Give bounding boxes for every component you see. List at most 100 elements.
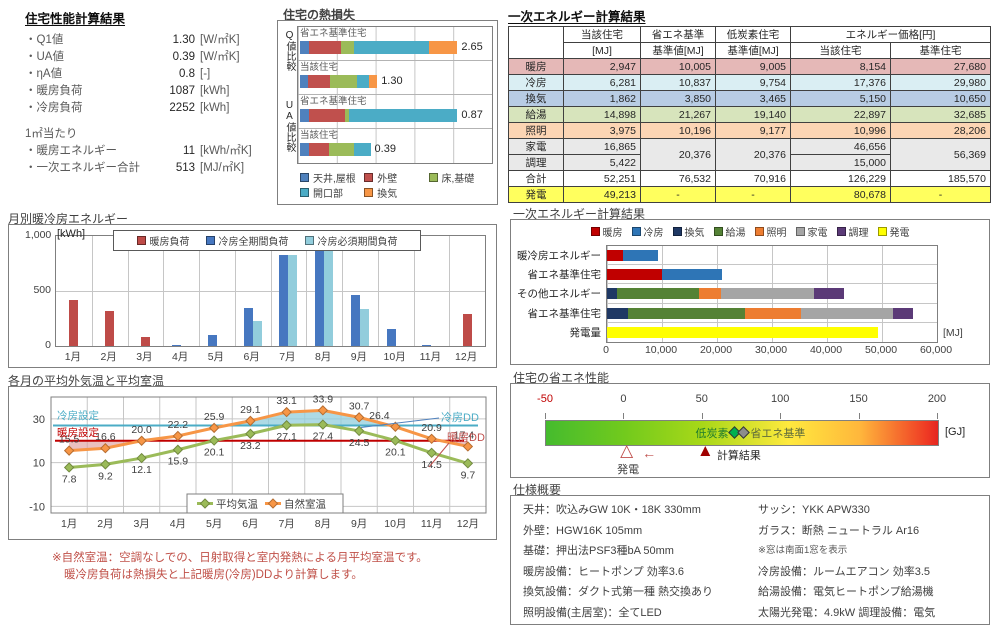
bar-segment bbox=[429, 40, 458, 54]
gridline-vertical bbox=[199, 236, 200, 346]
result-triangle-marker: ▲ bbox=[696, 441, 714, 460]
spec-title: 仕様概要 bbox=[513, 483, 562, 497]
primary-energy-chart: 暖房 冷房 換気 給湯 照明 家電 調理 発電 暖冷房エネルギー 省エネ基準住宅 その他エネルギー省… bbox=[510, 219, 990, 365]
gauge-zone-label: 低炭素 bbox=[695, 428, 729, 440]
data-point-marker bbox=[426, 433, 437, 445]
energy-bar bbox=[607, 250, 658, 261]
data-point-marker bbox=[281, 406, 292, 418]
data-point-marker bbox=[245, 428, 256, 439]
data-point-marker bbox=[100, 459, 111, 470]
legend-swatch bbox=[428, 173, 438, 182]
data-label: 33.1 bbox=[276, 395, 297, 407]
bar-cooling-total bbox=[243, 307, 253, 346]
value-cell: 20,376 bbox=[715, 138, 791, 171]
bar-heating bbox=[69, 299, 79, 346]
summary-unit: [-] bbox=[200, 68, 211, 80]
heatloss-bar: 0.39 bbox=[300, 142, 490, 156]
summary-row: ・暖房負荷 1087 [kWh] bbox=[25, 83, 275, 100]
row-label-cell: 調理 bbox=[508, 154, 564, 171]
value-cell: 1,862 bbox=[563, 90, 641, 107]
heatloss-bar-value: 0.87 bbox=[461, 108, 483, 121]
x-axis-label: 3月 bbox=[136, 351, 153, 363]
legend-label: 暖房 bbox=[602, 228, 623, 239]
value-cell: 16,865 bbox=[563, 138, 641, 155]
temp-chart-title: 各月の平均外気温と平均室温 bbox=[8, 374, 165, 388]
value-cell: 8,154 bbox=[790, 58, 891, 75]
column-subheader: 基準値[MJ] bbox=[715, 42, 791, 59]
x-axis-label: 11月 bbox=[419, 351, 442, 363]
data-point-marker bbox=[172, 430, 184, 442]
heatloss-bar-name: 省エネ基準住宅 bbox=[300, 28, 367, 39]
cooling-dd-label: 冷房DD bbox=[441, 411, 479, 424]
value-cell: 10,650 bbox=[890, 90, 991, 107]
x-axis-label: 30,000 bbox=[754, 344, 788, 356]
table-corner-cell bbox=[508, 26, 564, 59]
value-cell: 29,980 bbox=[890, 74, 991, 91]
data-point-marker bbox=[136, 435, 147, 446]
x-axis-label: 3月 bbox=[133, 518, 149, 530]
bar-cooling-required bbox=[252, 320, 262, 346]
bar-heating bbox=[462, 314, 472, 346]
temperature-chart: 30 10 -10 7.8 9.2 12.1 15.9 20.1 23.2 27.1 27.4 24.… bbox=[8, 386, 497, 540]
gridline-vertical bbox=[413, 236, 415, 346]
legend-item: 給湯 bbox=[713, 224, 746, 239]
data-label: 16.6 bbox=[95, 431, 116, 443]
column-header: 省エネ基準 bbox=[640, 26, 716, 43]
value-cell: 19,140 bbox=[715, 106, 791, 123]
legend-label: 照明 bbox=[766, 228, 787, 239]
data-label: 33.9 bbox=[313, 393, 334, 405]
heatloss-bar-row: 省エネ基準住宅 2.65 bbox=[298, 27, 492, 61]
gauge-tick-mark bbox=[780, 413, 782, 419]
bar-cooling-total bbox=[386, 328, 396, 346]
column-subheader: [MJ] bbox=[563, 42, 641, 59]
value-cell: 32,685 bbox=[890, 106, 991, 123]
arrow-left-icon: ← bbox=[642, 445, 657, 461]
bar-cooling-total bbox=[422, 344, 432, 346]
value-cell: 76,532 bbox=[640, 170, 716, 187]
bar-segment bbox=[699, 288, 722, 300]
spec-line: 給湯設備：電気ヒートポンプ給湯機 bbox=[758, 586, 934, 598]
data-point-marker bbox=[136, 452, 147, 464]
data-label: 14.5 bbox=[421, 459, 442, 471]
y-axis-label: 10 bbox=[33, 458, 45, 470]
summary-row: ・Q1値 1.30 [W/㎡K] bbox=[25, 32, 275, 49]
data-point-marker bbox=[208, 422, 220, 434]
data-point-marker bbox=[63, 445, 75, 456]
legend-label: 暖房負荷 bbox=[149, 237, 190, 248]
energy-bar-row bbox=[607, 304, 937, 323]
data-label: 23.2 bbox=[240, 440, 261, 452]
x-axis-label: 7月 bbox=[279, 351, 296, 363]
category-label: 暖冷房エネルギー bbox=[517, 250, 601, 262]
energy-bar-row bbox=[607, 323, 937, 342]
legend-item: 冷房必須期間負荷 bbox=[304, 233, 398, 248]
summary-value: 513 bbox=[175, 162, 195, 174]
y-axis-label: 30 bbox=[33, 414, 45, 426]
data-label: 20.1 bbox=[204, 447, 225, 459]
row-label-cell: 冷房 bbox=[508, 74, 564, 91]
legend-item: 暖房負荷 bbox=[136, 233, 190, 248]
summary-label: ・Q1値 bbox=[25, 34, 64, 46]
y-axis-label: -10 bbox=[29, 501, 45, 513]
x-axis-unit: [MJ] bbox=[943, 327, 963, 339]
bar-heating bbox=[140, 336, 150, 346]
spec-line: 外壁：HGW16K 105mm bbox=[523, 524, 643, 537]
table-header-row: [MJ] 基準値[MJ] 基準値[MJ] 当該住宅 基準住宅 bbox=[509, 42, 991, 59]
bar-segment bbox=[340, 40, 355, 54]
value-cell: 10,005 bbox=[640, 58, 716, 75]
energy-bar bbox=[607, 307, 914, 319]
data-point-marker bbox=[245, 415, 256, 427]
row-label-cell: 暖房 bbox=[508, 58, 564, 75]
legend-label: 発電 bbox=[889, 228, 910, 239]
heatloss-bar-value: 0.39 bbox=[374, 142, 396, 155]
legend-swatch bbox=[300, 188, 309, 197]
value-cell: 3,850 bbox=[640, 90, 716, 107]
data-label: 20.9 bbox=[421, 422, 442, 434]
legend-swatch bbox=[713, 227, 723, 236]
summary-unit: [MJ/㎡K] bbox=[200, 162, 245, 174]
value-cell: - bbox=[890, 186, 991, 203]
energy-bar-row bbox=[607, 284, 937, 304]
bar-segment bbox=[300, 40, 309, 54]
summary-value: 1087 bbox=[169, 85, 195, 97]
spec-line: 換気設備：ダクト式第一種 熱交換あり bbox=[523, 586, 714, 598]
